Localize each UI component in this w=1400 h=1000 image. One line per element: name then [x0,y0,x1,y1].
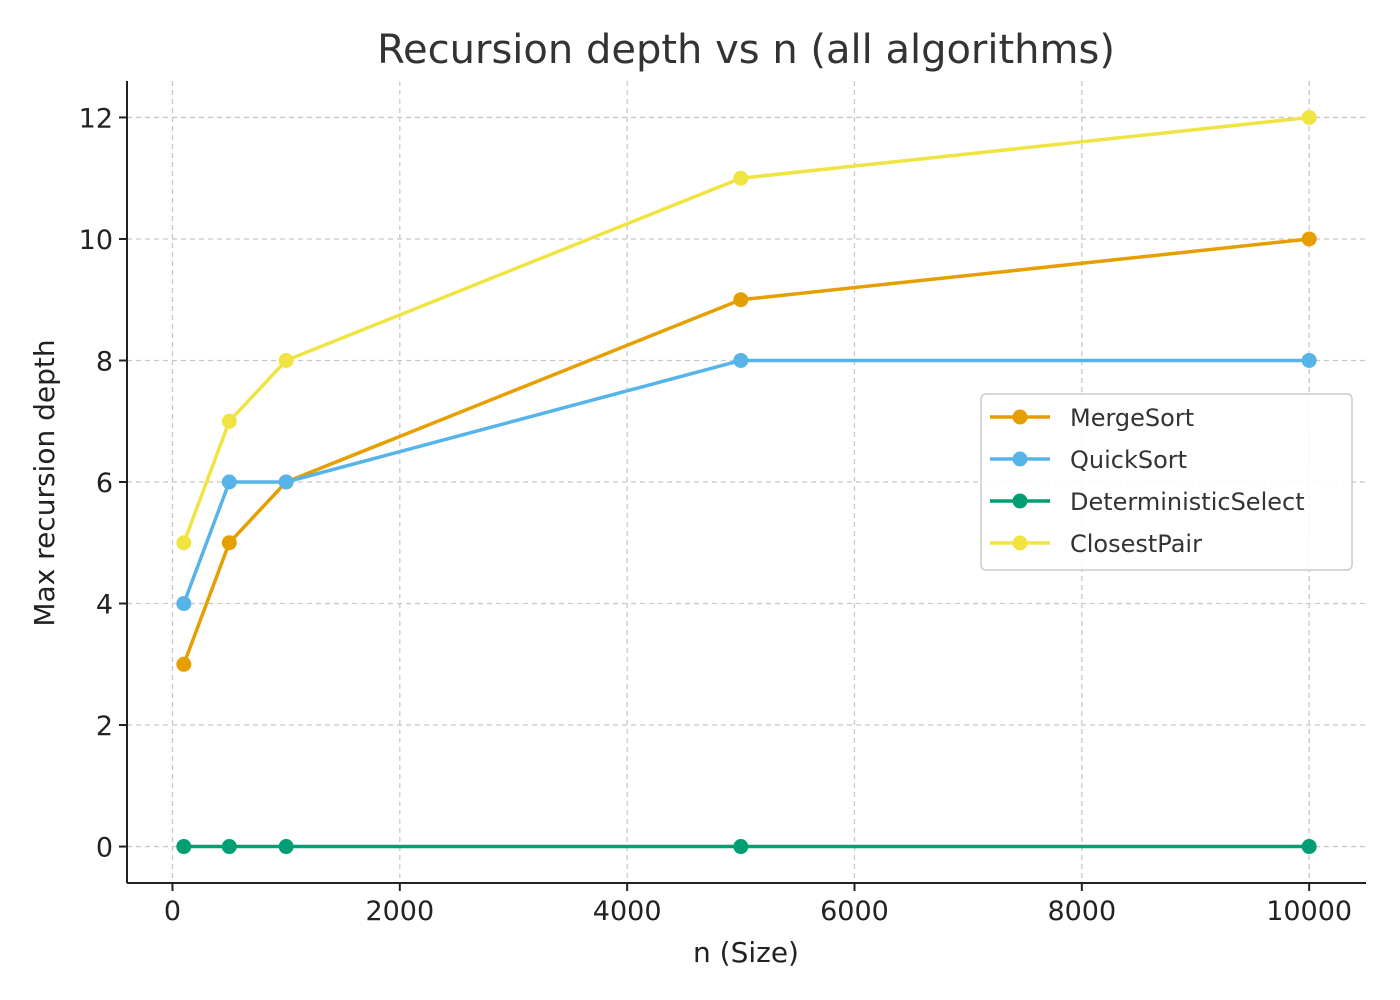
y-tick-label: 8 [96,346,113,377]
x-tick-label: 4000 [593,896,662,927]
data-point [176,839,192,855]
legend-item: QuickSort [990,446,1187,474]
data-point [278,839,294,855]
legend-item: DeterministicSelect [990,488,1305,516]
data-point [176,596,192,612]
axes: 0 2000 4000 6000 8000 10000 0 2 4 6 8 10 12 [79,81,1366,927]
y-tick-label: 4 [96,590,113,621]
legend-label: QuickSort [1070,446,1187,474]
data-point [176,535,192,551]
data-point [1301,352,1317,368]
data-point [176,656,192,672]
legend-marker [1012,535,1028,551]
y-tick-label: 6 [96,468,113,499]
x-tick-label: 10000 [1266,896,1352,927]
data-point [1301,839,1317,855]
series-group [176,109,1317,855]
legend-marker [1012,493,1028,509]
y-axis-label: Max recursion depth [28,339,61,626]
data-point [221,413,237,429]
y-tick-label: 12 [79,103,113,134]
data-point [1301,231,1317,247]
data-point [221,535,237,551]
data-point [1301,109,1317,125]
data-point [221,474,237,490]
y-tick-label: 2 [96,711,113,742]
legend-label: MergeSort [1070,404,1194,432]
data-point [278,474,294,490]
x-tick-label: 6000 [820,896,889,927]
data-point [733,352,749,368]
legend-label: ClosestPair [1070,530,1202,558]
x-tick-label: 2000 [365,896,434,927]
x-tick-label: 0 [164,896,181,927]
data-point [278,352,294,368]
y-tick-label: 10 [79,225,113,256]
data-point [733,170,749,186]
data-point [733,292,749,308]
x-tick-label: 8000 [1047,896,1116,927]
data-point [221,839,237,855]
legend-item: ClosestPair [990,530,1202,558]
y-tick-label: 0 [96,833,113,864]
legend-box [980,393,1353,571]
legend: MergeSort QuickSort DeterministicSelect Clo… [980,393,1353,571]
series-QuickSort [176,352,1317,612]
chart-title: Recursion depth vs n (all algorithms) [377,27,1115,73]
data-point [733,839,749,855]
legend-label: DeterministicSelect [1070,488,1305,516]
legend-marker [1012,409,1028,425]
legend-marker [1012,451,1028,467]
series-ClosestPair [176,109,1317,551]
series-DeterministicSelect [176,839,1317,855]
legend-item: MergeSort [990,404,1194,432]
x-axis-label: n (Size) [693,936,799,969]
